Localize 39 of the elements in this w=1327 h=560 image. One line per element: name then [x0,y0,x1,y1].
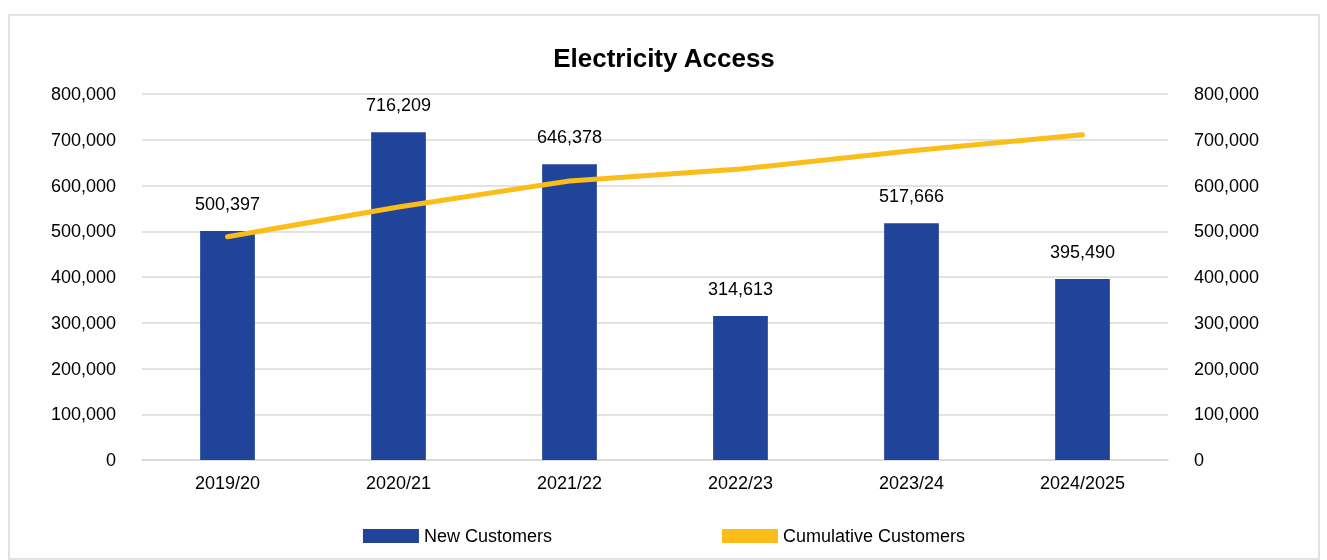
y2-tick-label: 500,000 [1194,221,1260,242]
bar [542,164,597,460]
chart-title: Electricity Access [553,43,775,73]
bar [200,231,255,460]
y-tick-label: 600,000 [50,175,116,196]
x-tick-label: 2020/21 [365,473,432,493]
y-tick-label: 300,000 [50,312,116,333]
y2-tick-label: 100,000 [1194,404,1260,425]
y2-tick-label: 0 [1194,450,1205,470]
bar [371,132,426,460]
y-tick-label: 400,000 [50,267,116,287]
y-tick-label: 200,000 [50,358,116,379]
y2-tick-label: 600,000 [1194,175,1260,196]
y-tick-label: 700,000 [50,129,116,150]
y2-tick-label: 300,000 [1194,312,1260,333]
legend-label: New Customers [423,526,552,546]
y-tick-label: 500,000 [50,221,116,242]
y2-tick-label: 700,000 [1194,129,1260,150]
y-tick-label: 0 [105,450,116,470]
data-label: 500,397 [194,194,261,215]
bar [884,223,939,460]
x-tick-label: 2021/22 [536,473,603,493]
data-label: 716,209 [365,95,432,116]
bar [713,316,768,460]
data-label: 314,613 [707,279,774,300]
data-label: 395,490 [1049,242,1116,263]
legend-label: Cumulative Customers [782,526,966,546]
data-label: 517,666 [878,186,945,207]
bar [1055,279,1110,460]
x-tick-label: 2022/23 [707,473,774,493]
y-tick-label: 800,000 [50,84,116,104]
y2-tick-label: 200,000 [1194,358,1260,379]
x-tick-label: 2023/24 [878,473,945,493]
y2-tick-label: 800,000 [1194,84,1260,104]
y-tick-label: 100,000 [50,404,116,425]
x-tick-label: 2024/2025 [1039,473,1126,493]
y2-tick-label: 400,000 [1194,267,1260,287]
x-tick-label: 2019/20 [194,473,261,493]
data-label: 646,378 [536,127,603,148]
